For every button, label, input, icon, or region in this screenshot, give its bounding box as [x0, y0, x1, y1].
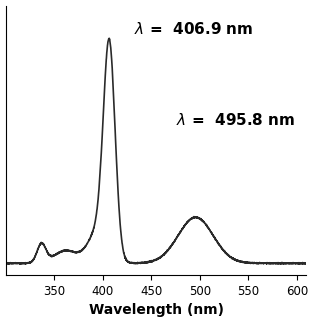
Text: $\lambda$ =  495.8 nm: $\lambda$ = 495.8 nm: [176, 112, 296, 128]
X-axis label: Wavelength (nm): Wavelength (nm): [89, 303, 224, 318]
Text: $\lambda$ =  406.9 nm: $\lambda$ = 406.9 nm: [134, 21, 253, 36]
